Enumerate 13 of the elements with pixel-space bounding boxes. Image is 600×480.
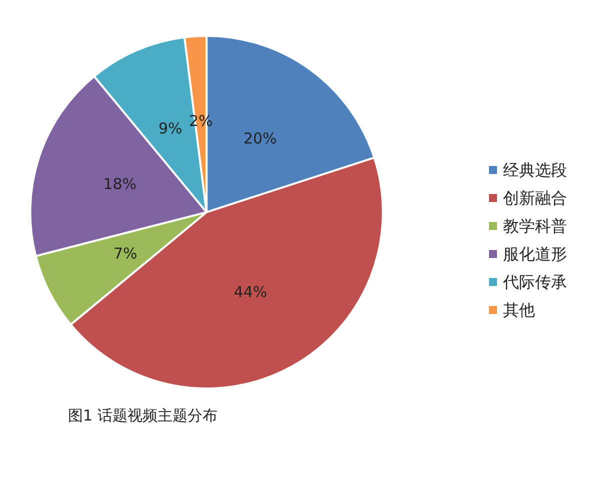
legend-label: 代际传承 <box>502 272 567 292</box>
data-label: 44% <box>234 283 268 302</box>
data-label: 7% <box>113 244 138 263</box>
data-label: 18% <box>103 174 137 193</box>
legend-label: 服化道形 <box>503 244 567 264</box>
legend-label: 教学科普 <box>503 216 567 236</box>
data-label: 9% <box>158 119 182 138</box>
legend-label: 经典选段 <box>503 160 567 180</box>
data-label: 20% <box>243 129 277 148</box>
data-label: 2% <box>188 112 213 130</box>
legend-label: 其他 <box>503 300 535 320</box>
caption: 图1 话题视频主题分布 <box>68 406 218 424</box>
legend-label: 创新融合 <box>503 188 567 208</box>
